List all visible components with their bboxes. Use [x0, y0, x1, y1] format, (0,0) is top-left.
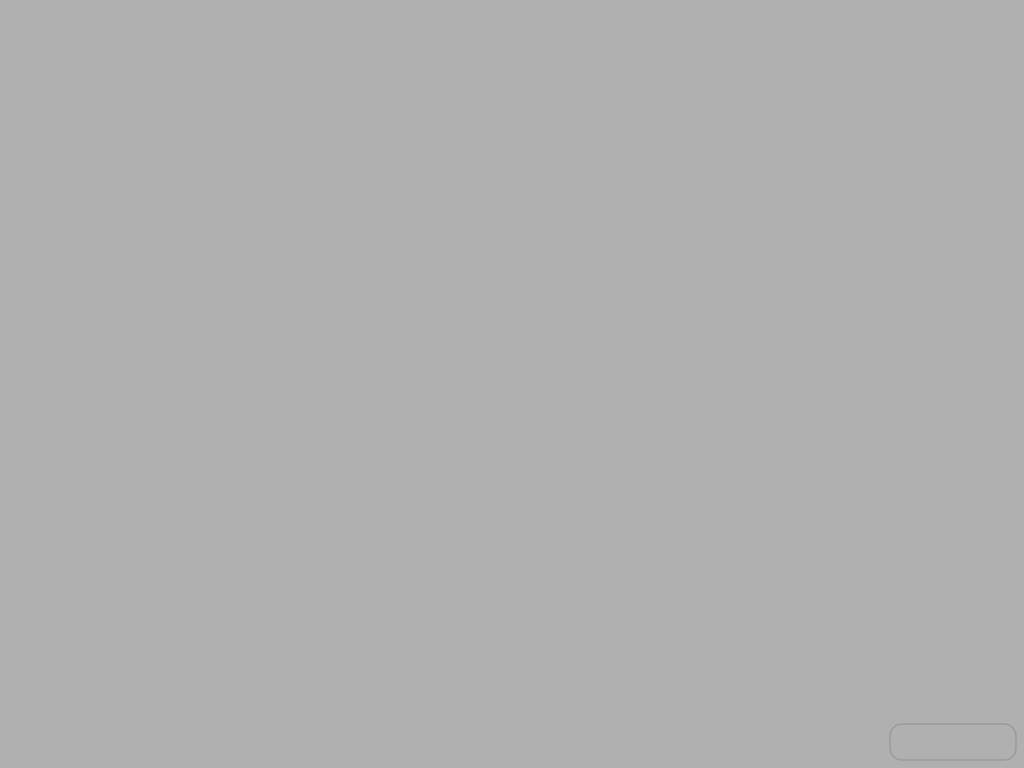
wordle-logo [888, 722, 1018, 762]
